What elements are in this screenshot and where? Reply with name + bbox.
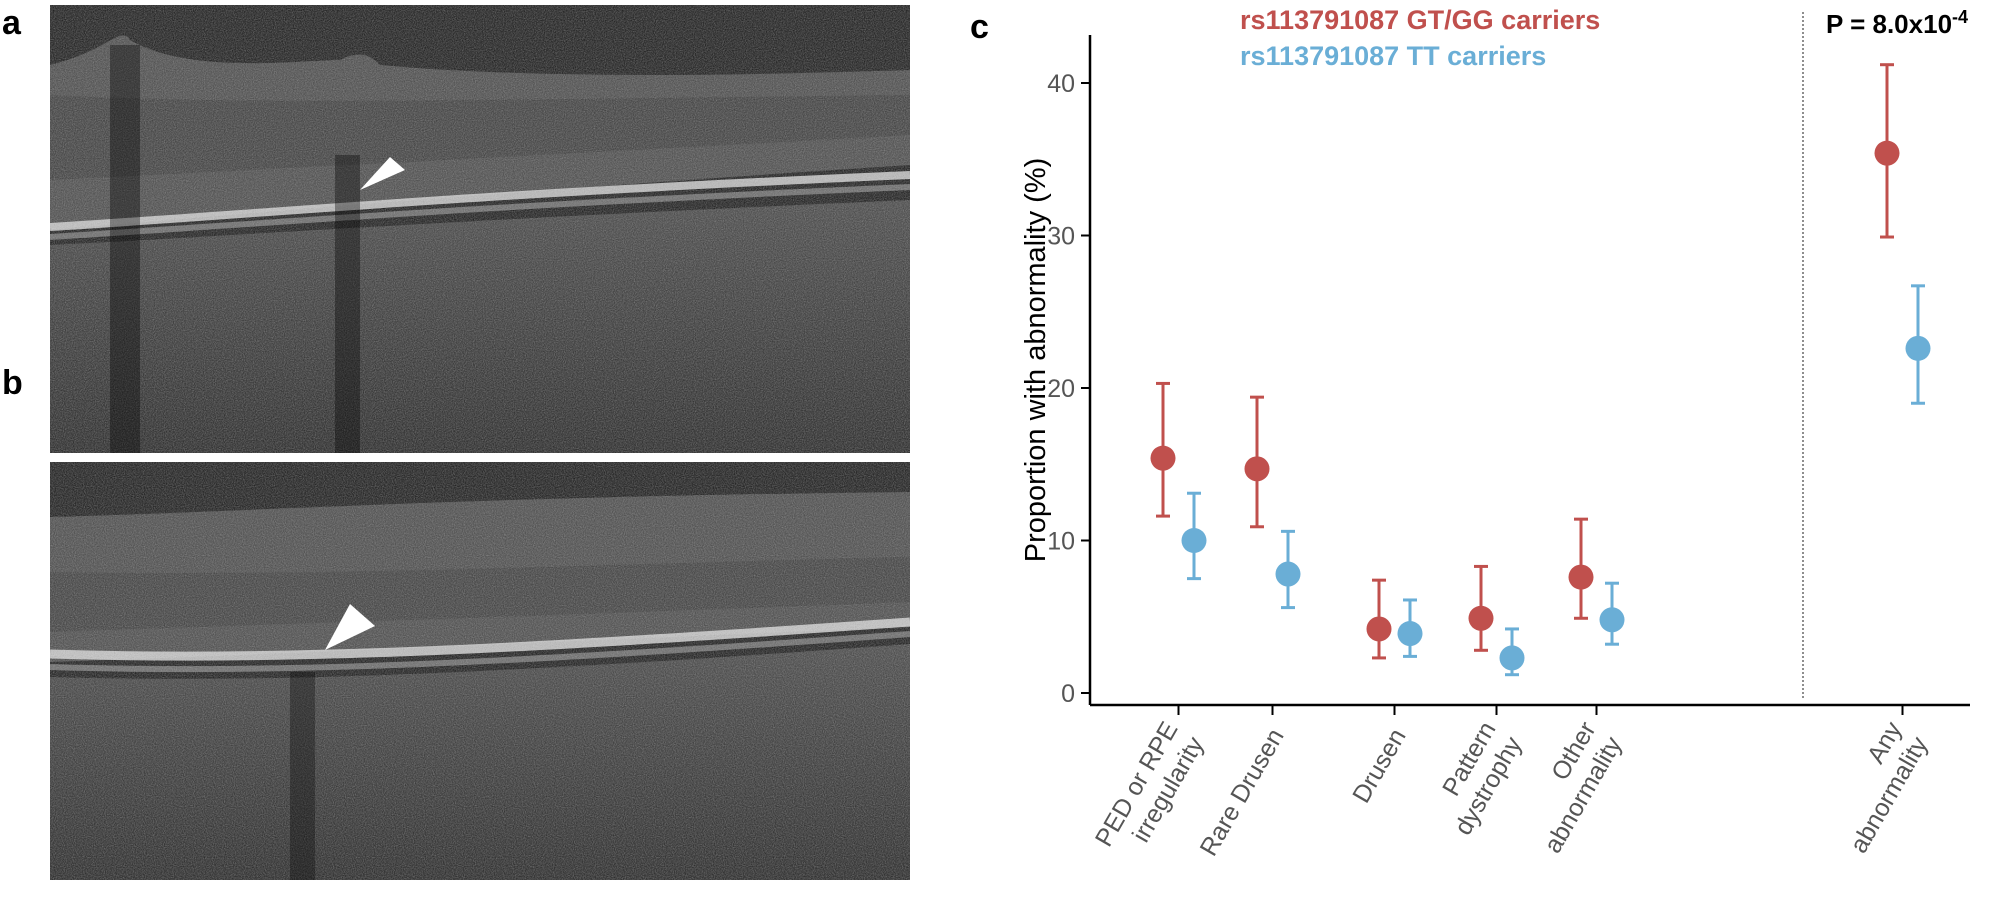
- legend-gt-gg-carriers: rs113791087 GT/GG carriers: [1240, 5, 1600, 35]
- point-gt-gg: [1568, 564, 1594, 590]
- panel-label-b: b: [2, 364, 23, 402]
- p-value-annotation: P = 8.0x10-4: [1826, 7, 1968, 39]
- abnormality-chart: c rs113791087 GT/GG carriers rs113791087…: [970, 5, 1970, 867]
- legend-tt-carriers: rs113791087 TT carriers: [1240, 41, 1546, 71]
- point-gt-gg: [1244, 456, 1270, 482]
- panel-label-a: a: [2, 4, 21, 42]
- y-tick-label: 20: [1047, 375, 1075, 403]
- x-tick-label: Anyabnormality: [1819, 717, 1934, 858]
- point-tt: [1275, 561, 1301, 587]
- point-gt-gg: [1150, 445, 1176, 471]
- y-axis-label: Proportion with abnormality (%): [1020, 158, 1052, 563]
- panel-label-c: c: [970, 8, 989, 46]
- point-gt-gg: [1874, 140, 1900, 166]
- y-tick-label: 10: [1047, 528, 1075, 556]
- point-gt-gg: [1468, 605, 1494, 631]
- point-tt: [1905, 335, 1931, 361]
- oct-scan-b: [50, 462, 910, 880]
- x-tick-label: Otherabnormality: [1513, 717, 1628, 858]
- point-tt: [1181, 528, 1207, 553]
- x-tick-label: Drusen: [1347, 724, 1412, 808]
- x-tick-label: PED or RPEirregularity: [1090, 717, 1210, 867]
- oct-scan-a: [50, 5, 910, 453]
- point-tt: [1499, 645, 1525, 671]
- point-tt: [1599, 607, 1625, 633]
- point-tt: [1397, 621, 1423, 647]
- y-tick-label: 40: [1047, 70, 1075, 98]
- x-tick-label: Patterndystrophy: [1423, 717, 1528, 840]
- y-tick-label: 30: [1047, 223, 1075, 251]
- point-gt-gg: [1366, 616, 1392, 642]
- x-tick-label: Rare Drusen: [1195, 724, 1290, 861]
- y-tick-label: 0: [1061, 680, 1075, 708]
